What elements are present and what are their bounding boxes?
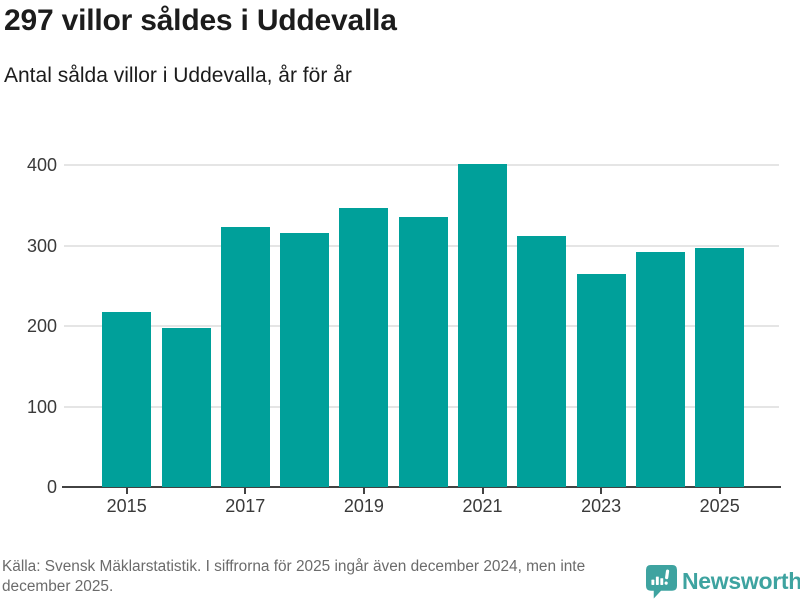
y-tick-label-200: 200 — [26, 316, 57, 336]
bar-2024 — [635, 251, 685, 487]
bar-2017 — [220, 227, 270, 487]
newsworthy-logo: Newsworthy — [646, 564, 800, 600]
bar-2019 — [339, 207, 389, 487]
chart-title: 297 villor såldes i Uddevalla — [4, 4, 397, 37]
gridline-400 — [64, 164, 779, 166]
newsworthy-logo-text: Newsworthy — [682, 568, 800, 594]
x-tick-2021 — [481, 488, 484, 494]
source-note: Källa: Svensk Mäklarstatistik. I siffror… — [2, 558, 586, 595]
bar-2022 — [517, 235, 567, 487]
bar-2015 — [102, 312, 152, 487]
x-tick-label-2023: 2023 — [581, 496, 622, 516]
bar-2021 — [458, 164, 507, 487]
bar-2023 — [576, 274, 626, 487]
x-tick-label-2025: 2025 — [699, 496, 740, 516]
plot-area — [62, 140, 781, 488]
x-tick-label-2017: 2017 — [225, 496, 266, 516]
y-tick-label-0: 0 — [46, 477, 57, 497]
y-tick-label-100: 100 — [26, 396, 57, 417]
chart-subtitle: Antal sålda villor i Uddevalla, år för å… — [4, 64, 352, 87]
x-axis-line — [62, 486, 781, 488]
x-tick-label-2015: 2015 — [106, 496, 147, 516]
x-tick-2025 — [718, 488, 721, 494]
bar-2016 — [161, 328, 211, 487]
y-tick-label-400: 400 — [26, 155, 57, 175]
x-tick-2015 — [125, 488, 128, 494]
x-tick-label-2019: 2019 — [343, 496, 384, 516]
x-tick-2019 — [362, 488, 365, 494]
x-tick-2017 — [244, 488, 247, 494]
x-tick-2023 — [600, 488, 603, 494]
x-tick-label-2021: 2021 — [462, 496, 503, 516]
bar-2020 — [398, 217, 448, 487]
bar-2025 — [695, 247, 745, 487]
y-tick-label-300: 300 — [26, 235, 57, 256]
bar-2018 — [280, 232, 330, 487]
newsworthy-logo-icon — [646, 565, 677, 599]
